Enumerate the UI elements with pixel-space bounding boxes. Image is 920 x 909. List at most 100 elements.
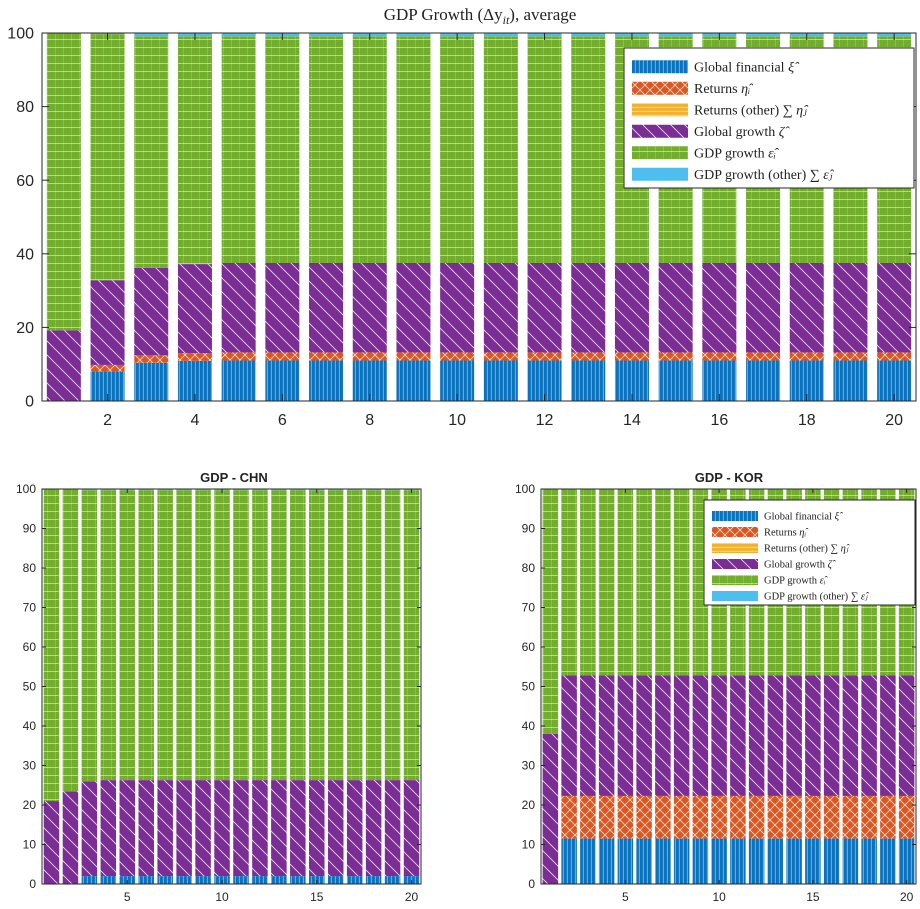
kor-bar-global_financial-16 xyxy=(823,838,840,884)
kor-bar-global_growth-14 xyxy=(786,675,802,796)
chn-bar-global_growth-16 xyxy=(327,780,344,877)
chn-bar-global_growth-12 xyxy=(252,780,268,877)
main-bar-global_growth-1 xyxy=(46,330,81,401)
kor-ytick-label-20: 20 xyxy=(522,798,536,812)
main-bar-global_growth-12 xyxy=(527,263,562,353)
chn-ytick-label-0: 0 xyxy=(29,877,36,891)
main-chart-title: GDP Growth (Δyit), average xyxy=(384,5,577,27)
main-bar-returns-3 xyxy=(134,355,169,363)
chn-bar-gdp_growth-11 xyxy=(233,490,249,781)
main-ytick-label-20: 20 xyxy=(16,320,34,337)
main-legend-label-gdp_growth: GDP growth ε̂ᵢ xyxy=(694,147,780,162)
chn-ytick-label-60: 60 xyxy=(23,640,37,654)
chn-bar-global_growth-2 xyxy=(62,791,79,884)
kor-legend-label-global_financial: Global financial ξ̂ xyxy=(764,512,843,523)
main-bar-returns-4 xyxy=(177,353,212,361)
chn-bar-global_growth-4 xyxy=(100,780,117,877)
kor-bar-global_growth-15 xyxy=(805,675,821,796)
kor-bar-global_financial-7 xyxy=(655,838,671,884)
main-bar-global_growth-6 xyxy=(265,263,300,353)
chn-bar-global_financial-12 xyxy=(252,876,268,884)
main-bar-returns-20 xyxy=(877,352,912,361)
main-bar-global_growth-20 xyxy=(877,263,912,353)
main-xtick-label-4: 4 xyxy=(190,412,199,429)
kor-legend: Global financial ξ̂ Returns η̂ᵢ Returns (o… xyxy=(703,499,916,606)
main-bar-gdp_growth_other-7 xyxy=(309,33,344,37)
kor-ytick-label-10: 10 xyxy=(522,838,536,852)
main-bar-returns-9 xyxy=(396,352,431,361)
chn-ytick-label-40: 40 xyxy=(23,719,37,733)
chn-bar-global_growth-8 xyxy=(176,780,192,877)
kor-bar-returns-19 xyxy=(880,795,896,839)
chn-bar-global_financial-8 xyxy=(176,876,192,884)
main-bar-global_growth-16 xyxy=(702,263,737,353)
kor-bar-returns-3 xyxy=(580,795,596,839)
chn-bar-global_financial-11 xyxy=(233,876,249,884)
kor-bar-returns-16 xyxy=(823,795,840,839)
chn-bar-gdp_growth_other-7 xyxy=(157,489,173,491)
chn-xtick-label-15: 15 xyxy=(310,890,324,904)
main-bar-global_growth-17 xyxy=(746,263,781,353)
kor-legend-swatch-global_growth xyxy=(712,559,758,569)
main-bar-gdp_growth-5 xyxy=(221,36,256,264)
chn-bar-gdp_growth-8 xyxy=(176,490,192,781)
chn-bar-global_growth-7 xyxy=(157,780,173,877)
main-bar-gdp_growth-8 xyxy=(352,36,387,264)
chn-bar-gdp_growth-18 xyxy=(365,490,382,781)
kor-bar-global_growth-7 xyxy=(655,675,671,796)
kor-legend-label-gdp_growth: GDP growth ε̂ᵢ xyxy=(764,576,828,587)
main-bar-gdp_growth-12 xyxy=(527,36,562,264)
kor-bar-returns-7 xyxy=(655,795,671,839)
chn-ytick-label-90: 90 xyxy=(23,522,37,536)
kor-bar-gdp_growth-4 xyxy=(598,489,615,676)
chn-bar-global_financial-16 xyxy=(327,876,344,884)
chn-ytick-label-30: 30 xyxy=(23,759,37,773)
chn-bars xyxy=(43,489,420,884)
kor-ytick-label-30: 30 xyxy=(522,759,536,773)
kor-bar-returns-12 xyxy=(748,795,765,839)
kor-bar-returns-18 xyxy=(861,795,877,839)
main-bar-returns-11 xyxy=(483,352,518,361)
main-legend-label-global_growth: Global growth ζ̂ xyxy=(694,125,790,140)
kor-bar-global_financial-20 xyxy=(898,838,915,884)
kor-bar-returns-5 xyxy=(617,795,634,839)
main-bar-global_financial-9 xyxy=(396,360,431,401)
kor-bar-global_growth-16 xyxy=(823,675,840,796)
chn-bar-global_growth-3 xyxy=(81,781,98,877)
kor-bar-returns-2 xyxy=(561,795,577,839)
chn-ytick-label-80: 80 xyxy=(23,561,37,575)
chn-bar-gdp_growth_other-9 xyxy=(195,489,211,491)
kor-bar-global_growth-5 xyxy=(617,675,634,796)
chn-bar-gdp_growth-4 xyxy=(100,490,117,781)
main-bar-global_growth-11 xyxy=(483,263,518,353)
chn-bar-gdp_growth-17 xyxy=(346,490,363,781)
chn-ytick-label-50: 50 xyxy=(23,680,37,694)
chn-bar-gdp_growth-2 xyxy=(62,489,79,792)
chn-bar-gdp_growth_other-17 xyxy=(346,489,363,491)
chn-bar-global_growth-15 xyxy=(309,780,325,877)
chn-bar-global_financial-4 xyxy=(100,876,117,884)
chn-bar-gdp_growth-19 xyxy=(384,490,401,781)
chn-bar-gdp_growth_other-18 xyxy=(365,489,382,491)
chn-bar-gdp_growth-1 xyxy=(43,489,60,802)
kor-bar-gdp_growth-3 xyxy=(580,489,596,676)
kor-ytick-label-50: 50 xyxy=(522,680,536,694)
main-legend-swatch-returns xyxy=(632,81,688,95)
chn-bar-gdp_growth-9 xyxy=(195,490,211,781)
main-bar-global_financial-13 xyxy=(571,360,606,401)
chn-bar-gdp_growth_other-4 xyxy=(100,489,117,491)
main-legend-label-returns_other: Returns (other) ∑ η̂ⱼ xyxy=(694,104,809,119)
chn-bar-gdp_growth-5 xyxy=(119,490,136,781)
kor-bar-returns-9 xyxy=(692,795,709,839)
kor-bar-global_growth-10 xyxy=(711,675,727,796)
chn-bar-gdp_growth-7 xyxy=(157,490,173,781)
kor-bar-gdp_growth-6 xyxy=(636,489,652,676)
chn-bar-gdp_growth_other-13 xyxy=(271,489,287,491)
chn-bar-global_growth-19 xyxy=(384,780,401,877)
main-bar-gdp_growth_other-5 xyxy=(221,33,256,37)
main-bar-gdp_growth_other-17 xyxy=(746,33,781,37)
main-xtick-label-20: 20 xyxy=(885,412,903,429)
kor-bar-global_growth-12 xyxy=(748,675,765,796)
kor-bar-global_financial-18 xyxy=(861,838,877,884)
main-bar-global_financial-3 xyxy=(134,362,169,401)
